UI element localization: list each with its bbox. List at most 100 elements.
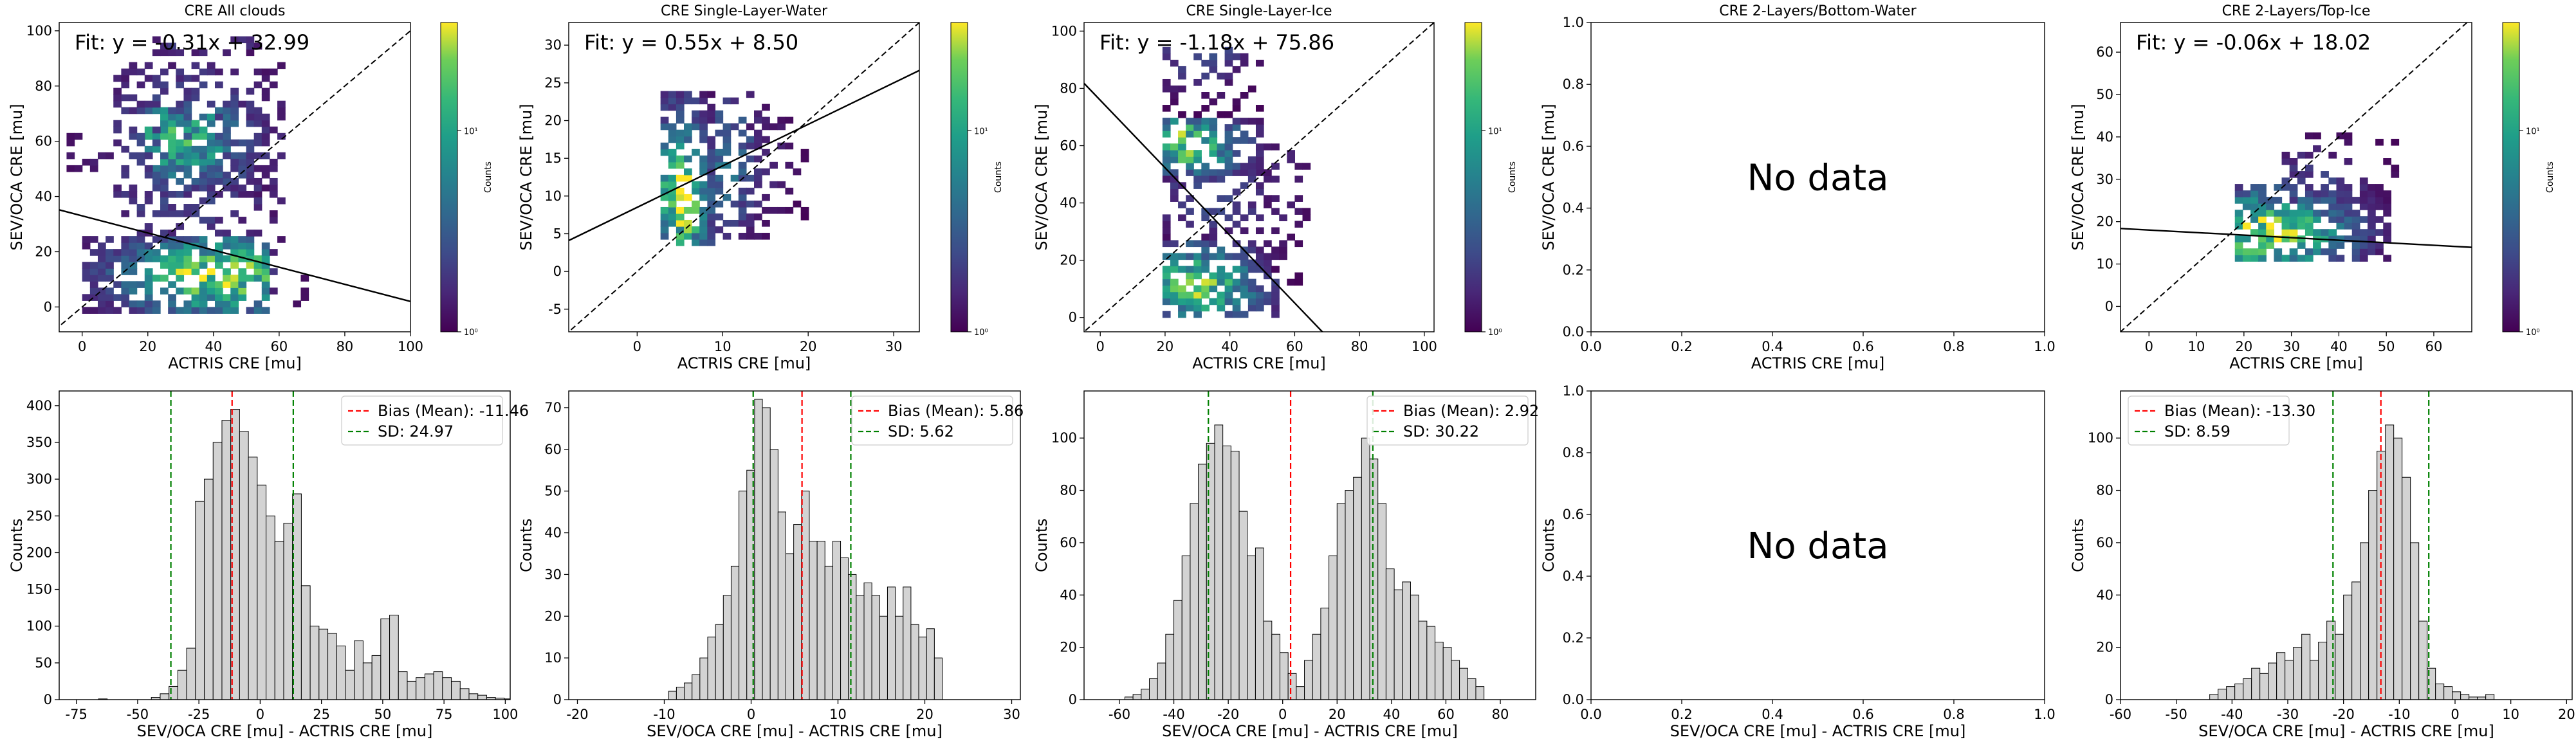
heatmap-cell: [1287, 201, 1296, 208]
heatmap-cell: [2297, 242, 2306, 249]
heatmap-cell: [1279, 246, 1287, 254]
heatmap-cell: [136, 100, 145, 108]
plot-area: [59, 30, 410, 327]
histogram-bar: [2368, 490, 2378, 700]
heatmap-cell: [2258, 235, 2267, 242]
heatmap-cell: [2344, 132, 2353, 140]
heatmap-cell: [253, 230, 262, 237]
heatmap-cell: [106, 275, 114, 282]
heatmap-cell: [199, 255, 208, 262]
heatmap-cell: [754, 233, 762, 240]
heatmap-cell: [2336, 255, 2345, 262]
heatmap-cell: [1193, 118, 1202, 125]
heatmap-cell: [168, 139, 176, 147]
heatmap-cell: [1209, 137, 1218, 144]
heatmap-cell: [2289, 229, 2298, 236]
heatmap-cell: [1294, 163, 1303, 170]
histogram-bar: [2443, 686, 2453, 700]
heatmap-cell: [136, 139, 145, 147]
heatmap-cell: [1201, 208, 1210, 215]
heatmap-cell: [1264, 143, 1272, 150]
heatmap-cell: [191, 87, 200, 95]
heatmap-cell: [1247, 298, 1256, 305]
y-tick-label: 30: [544, 567, 562, 582]
heatmap-cell: [183, 139, 192, 147]
heatmap-cell: [746, 219, 755, 227]
heatmap-cell: [2266, 235, 2275, 242]
heatmap-cell: [277, 62, 286, 69]
histogram-bar: [1435, 642, 1444, 700]
heatmap-cell: [121, 300, 130, 307]
heatmap-cell: [1162, 53, 1171, 60]
heatmap-cell: [214, 217, 223, 224]
heatmap-cell: [246, 249, 255, 256]
histogram-x-axis-label: SEV/OCA CRE [mu] - ACTRIS CRE [mu]: [137, 722, 433, 740]
heatmap-cell: [1186, 272, 1194, 280]
heatmap-cell: [2368, 216, 2376, 223]
heatmap-cell: [1162, 227, 1171, 235]
heatmap-cell: [1294, 272, 1303, 280]
heatmap-cell: [668, 174, 677, 182]
heatmap-cell: [191, 268, 200, 275]
histogram-bar: [2218, 689, 2227, 700]
heatmap-cell: [1209, 143, 1218, 150]
heatmap-cell: [191, 204, 200, 211]
heatmap-cell: [168, 242, 176, 250]
heatmap-cell: [199, 113, 208, 121]
heatmap-cell: [300, 287, 309, 295]
histogram-bar: [292, 493, 302, 700]
x-tick-label: 20: [2235, 339, 2252, 354]
heatmap-cell: [2289, 222, 2298, 230]
histogram-bar: [707, 637, 716, 700]
heatmap-cell: [692, 239, 700, 246]
heatmap-cell: [1162, 253, 1171, 260]
heatmap-cell: [183, 152, 192, 159]
heatmap-cell: [152, 100, 161, 108]
heatmap-cell: [113, 190, 122, 198]
heatmap-cell: [121, 145, 130, 153]
heatmap-cell: [199, 81, 208, 89]
heatmap-cell: [152, 165, 161, 172]
heatmap-cell: [1209, 285, 1218, 293]
heatmap-cell: [1162, 156, 1171, 163]
heatmap-cell: [1255, 156, 1264, 163]
y-tick-label: 100: [26, 23, 52, 39]
histogram-panel: 0.0 0.2 0.4 0.6 0.8 1.00.00.20.40.60.81.0SEV/…: [1540, 383, 2056, 740]
heatmap-cell: [160, 275, 169, 282]
heatmap-cell: [1209, 59, 1218, 67]
heatmap-cell: [2258, 184, 2267, 191]
heatmap-cell: [136, 249, 145, 256]
heatmap-cell: [238, 36, 247, 44]
heatmap-cell: [230, 262, 239, 269]
heatmap-cell: [2344, 197, 2353, 204]
heatmap-cell: [2258, 242, 2267, 249]
heatmap-cell: [207, 139, 216, 147]
heatmap-cell: [1186, 266, 1194, 273]
heatmap-cell: [253, 197, 262, 204]
heatmap-cell: [800, 149, 809, 156]
heatmap-cell: [1193, 124, 1202, 131]
heatmap-cell: [722, 123, 731, 131]
heatmap-cell: [2242, 248, 2251, 255]
heatmap-cell: [253, 107, 262, 114]
heatmap-cell: [160, 81, 169, 89]
histogram-bar: [1329, 555, 1338, 700]
histogram-bar: [1467, 678, 1477, 700]
heatmap-cell: [136, 132, 145, 140]
heatmap-cell: [1255, 253, 1264, 260]
heatmap-cell: [152, 145, 161, 153]
heatmap-cell: [1201, 124, 1210, 131]
heatmap-cell: [113, 294, 122, 301]
heatmap-cell: [722, 136, 731, 143]
heatmap-cell: [1170, 92, 1179, 99]
heatmap-cell: [1170, 182, 1179, 189]
heatmap-cell: [199, 281, 208, 288]
y-tick-label: 200: [26, 545, 52, 560]
heatmap-cell: [113, 75, 122, 82]
heatmap-cell: [738, 168, 747, 176]
heatmap-cell: [2289, 210, 2298, 217]
heatmap-cell: [1271, 266, 1280, 273]
heatmap-cell: [2305, 229, 2314, 236]
axes-frame: [1590, 22, 2045, 332]
